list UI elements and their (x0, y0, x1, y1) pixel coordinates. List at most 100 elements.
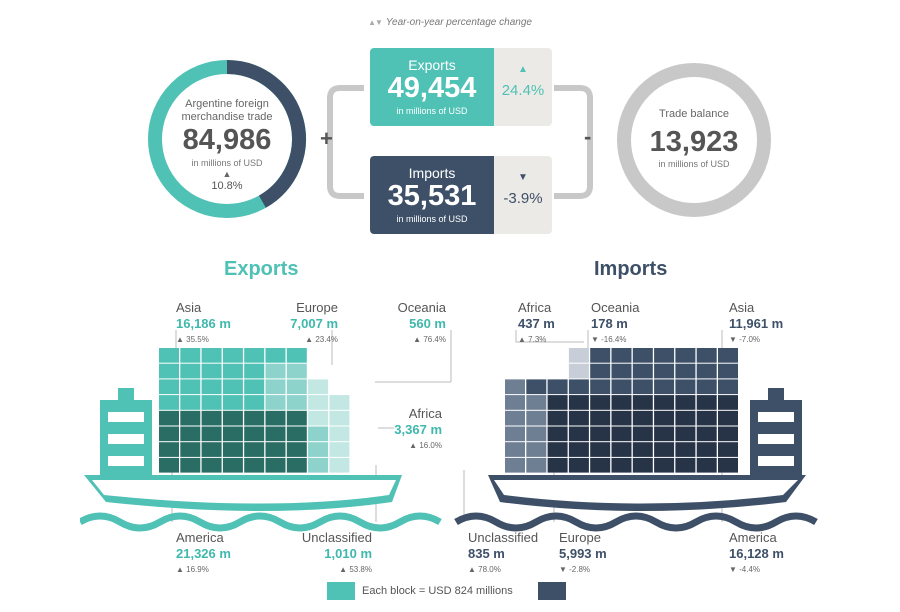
down-arrow-icon: ▼ (591, 335, 602, 344)
exports-container-block (329, 442, 350, 457)
imports-container-block (654, 395, 675, 410)
exports-africa-name: Africa (408, 406, 442, 421)
imports-container-block (590, 379, 611, 395)
exports-container-block (222, 410, 243, 426)
down-arrow-icon: ▼ (729, 335, 740, 344)
exports-container-block (180, 442, 201, 457)
exports-container-block (244, 363, 265, 379)
imports-waves (454, 512, 818, 532)
exports-container-block (308, 426, 329, 442)
imports-container-block (526, 410, 547, 426)
exports-container-block (201, 363, 222, 379)
imports-container-block (675, 363, 696, 379)
exports-container-block (265, 457, 286, 473)
imports-container-block (696, 363, 717, 379)
imports-container-block (718, 379, 738, 395)
total-change: 10.8% (211, 180, 243, 192)
exports-container-block (308, 395, 329, 410)
imports-asia-change: -7.0% (739, 335, 761, 344)
exports-container-block (159, 379, 179, 395)
total-trade-text: Argentine foreign merchandise trade 84,98… (146, 58, 308, 220)
imports-container-block (590, 348, 611, 363)
exports-container-block (222, 348, 243, 363)
imports-container-block (675, 348, 696, 363)
bracket-connectors (327, 85, 593, 199)
imports-container-block (568, 410, 589, 426)
imports-container-block (718, 410, 738, 426)
imports-container-block (696, 395, 717, 410)
balance-value: 13,923 (649, 126, 739, 158)
exports-container-block (286, 363, 307, 379)
up-arrow-icon: ▲ (413, 335, 424, 344)
imports-container-block (696, 457, 717, 473)
exports-unclassified-label: Unclassified 1,010 m ▲ 53.8% (276, 530, 372, 578)
imports-container-block (547, 379, 568, 395)
imports-container-block (675, 426, 696, 442)
exports-container-block (159, 348, 179, 363)
imports-container-block (654, 363, 675, 379)
imports-asia-label: Asia 11,961 m ▼ -7.0% (729, 300, 783, 348)
imports-container-block (611, 442, 632, 457)
imports-unclassified-change: 78.0% (478, 565, 501, 574)
exports-container-block (286, 348, 307, 363)
up-down-triangles-icon: ▲▼ (368, 18, 383, 27)
exports-container-block (286, 410, 307, 426)
donut-imports-arc (226, 60, 306, 208)
exports-container-block (201, 457, 222, 473)
imports-card-title: Imports (408, 165, 456, 181)
exports-container-block (265, 442, 286, 457)
imports-container-block (632, 395, 653, 410)
imports-container-block (675, 379, 696, 395)
exports-container-blocks (159, 348, 350, 473)
exports-container-block (222, 379, 243, 395)
exports-container-block (244, 442, 265, 457)
imports-container-block (505, 395, 525, 410)
exports-america-value: 21,326 m (176, 546, 231, 561)
exports-container-block (244, 410, 265, 426)
imports-container-block (568, 457, 589, 473)
imports-container-block (590, 442, 611, 457)
exports-container-block (201, 442, 222, 457)
imports-container-block (547, 442, 568, 457)
exports-container-block (180, 426, 201, 442)
exports-europe-name: Europe (296, 300, 338, 315)
imports-america-name: America (729, 530, 777, 545)
exports-container-block (265, 363, 286, 379)
imports-container-block (505, 442, 525, 457)
exports-container-block (180, 410, 201, 426)
exports-card: Exports 49,454 in millions of USD ▲ 24.4… (370, 48, 552, 126)
imports-card-unit: in millions of USD (396, 214, 468, 224)
up-arrow-icon: ▲ (222, 169, 232, 179)
imports-container-block (654, 348, 675, 363)
up-arrow-icon: ▲ (468, 565, 479, 574)
exports-container-block (222, 442, 243, 457)
exports-europe-label: Europe 7,007 m ▲ 23.4% (250, 300, 338, 348)
imports-oceania-name: Oceania (591, 300, 640, 315)
exports-container-block (286, 379, 307, 395)
imports-container-block (696, 426, 717, 442)
exports-container-block (308, 410, 329, 426)
imports-container-block (718, 363, 738, 379)
up-arrow-icon: ▲ (305, 335, 316, 344)
imports-america-value: 16,128 m (729, 546, 784, 561)
exports-container-block (265, 379, 286, 395)
imports-europe-change: -2.8% (569, 565, 591, 574)
exports-container-block (159, 457, 179, 473)
exports-container-block (329, 410, 350, 426)
imports-container-block (718, 442, 738, 457)
imports-africa-value: 437 m (518, 316, 555, 331)
imports-container-block (654, 457, 675, 473)
imports-container-block (611, 363, 632, 379)
exports-container-block (244, 457, 265, 473)
exports-card-change: 24.4% (501, 82, 545, 99)
imports-container-block (590, 457, 611, 473)
trade-balance-ring (617, 63, 771, 217)
imports-africa-label: Africa 437 m ▲ 7.3% (518, 300, 555, 348)
imports-container-block (568, 442, 589, 457)
right-bracket (554, 85, 593, 199)
exports-container-block (222, 457, 243, 473)
total-label-line2: merchandise trade (181, 111, 273, 123)
imports-section-title: Imports (594, 258, 668, 280)
imports-card-change: -3.9% (503, 190, 543, 207)
imports-container-block (568, 379, 589, 395)
